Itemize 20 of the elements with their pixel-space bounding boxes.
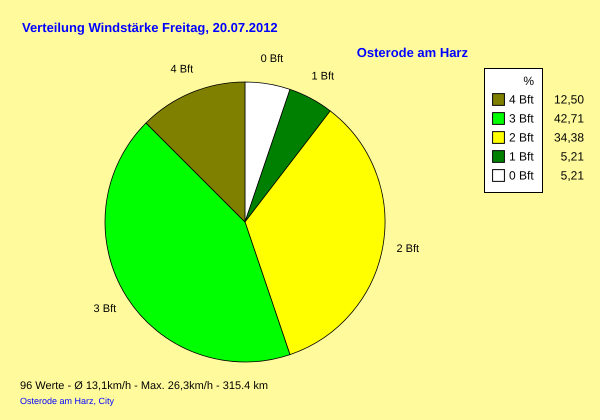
legend-label: 2 Bft (509, 130, 534, 144)
text: Osterode am Harz, City (20, 396, 115, 406)
slice-label: 4 Bft (170, 64, 194, 76)
data-label: 34,38 (554, 130, 584, 144)
legend-label: 3 Bft (509, 112, 534, 126)
chart-subtitle: Osterode am Harz (356, 45, 468, 60)
chart-title: Verteilung Windstärke Freitag, 20.07.2012 (22, 20, 278, 35)
data-label: 42,71 (554, 112, 584, 126)
data-label: 5,21 (560, 168, 584, 182)
legend-label: 1 Bft (509, 150, 534, 164)
text: 96 Werte - Ø 13,1km/h - Max. 26,3km/h - 315.4 km (20, 380, 268, 392)
data-label: 12,50 (554, 92, 584, 106)
slice-label: 1 Bft (311, 70, 334, 82)
data-label: 5,21 (560, 150, 584, 164)
legend-label: 4 Bft (509, 92, 534, 106)
slice-label: 0 Bft (260, 53, 284, 66)
legend-title: % (523, 74, 534, 88)
slice-label: 3 Bft (94, 303, 116, 316)
slice-label: 2 Bft (396, 242, 420, 255)
legend-label: 0 Bft (509, 168, 534, 182)
